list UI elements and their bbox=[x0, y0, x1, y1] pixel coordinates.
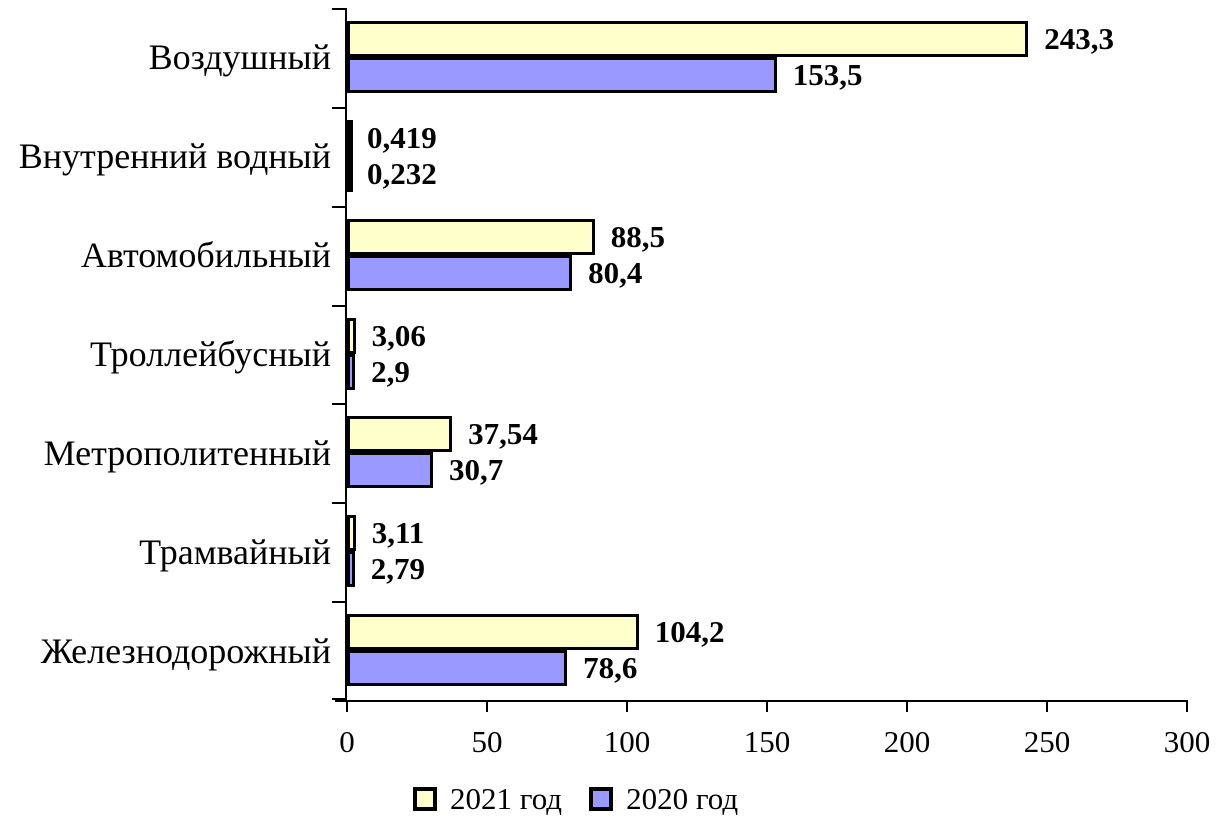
x-tick bbox=[346, 700, 348, 712]
x-axis-line bbox=[335, 700, 347, 702]
legend: 2021 год 2020 год bbox=[413, 781, 738, 817]
category-label: Внутренний водный bbox=[18, 136, 331, 177]
bar-2021 bbox=[347, 119, 353, 156]
value-label: 2,9 bbox=[371, 353, 410, 389]
x-tick-label: 200 bbox=[883, 724, 931, 759]
y-tick bbox=[332, 8, 345, 10]
x-tick-label: 300 bbox=[1163, 724, 1211, 759]
plot-area: 243,3 153,5 0,419 0,232 88,5 80,4 3,06 2,9 37,54… bbox=[332, 8, 1188, 712]
category-label: Воздушный bbox=[148, 37, 331, 78]
x-tick-label: 100 bbox=[603, 724, 651, 759]
x-tick-label: 150 bbox=[743, 724, 791, 759]
x-tick-label: 0 bbox=[339, 724, 355, 759]
y-tick bbox=[332, 502, 345, 504]
y-tick bbox=[332, 305, 345, 307]
value-label: 153,5 bbox=[792, 57, 863, 92]
value-label: 3,11 bbox=[371, 515, 425, 551]
y-tick bbox=[332, 107, 345, 109]
y-tick bbox=[332, 403, 345, 405]
value-label: 243,3 bbox=[1044, 21, 1114, 56]
bar-2021 bbox=[347, 515, 356, 552]
bar-2020 bbox=[347, 254, 573, 291]
bar-2020 bbox=[347, 353, 356, 390]
bar-2020 bbox=[347, 551, 355, 588]
bar-2020 bbox=[347, 650, 568, 687]
legend-swatch-2021 bbox=[413, 787, 437, 811]
legend-swatch-2020 bbox=[589, 787, 614, 811]
x-tick bbox=[906, 700, 908, 712]
category-label: Автомобильный bbox=[80, 235, 331, 276]
value-label: 104,2 bbox=[654, 614, 725, 650]
x-tick bbox=[766, 700, 768, 712]
y-tick bbox=[332, 206, 345, 208]
x-tick bbox=[626, 700, 628, 712]
bar-2020 bbox=[347, 155, 353, 192]
category-label: Трамвайный bbox=[139, 531, 331, 572]
value-label: 3,06 bbox=[371, 317, 426, 353]
category-label: Метрополитенный bbox=[43, 432, 331, 473]
category-label: Троллейбусный bbox=[90, 333, 331, 374]
x-tick bbox=[1186, 700, 1188, 712]
bar-2020 bbox=[347, 452, 433, 489]
bar-2021 bbox=[347, 218, 595, 255]
category-label: Железнодорожный bbox=[40, 630, 331, 671]
legend-item: 2020 год bbox=[589, 781, 738, 817]
legend-item: 2021 год bbox=[413, 781, 562, 817]
x-tick bbox=[486, 700, 488, 712]
bar-2021 bbox=[347, 317, 356, 354]
value-label: 30,7 bbox=[448, 452, 504, 488]
value-label: 0,232 bbox=[367, 155, 437, 191]
bar-2020 bbox=[347, 57, 777, 93]
y-tick bbox=[332, 698, 345, 700]
value-label: 78,6 bbox=[583, 650, 638, 686]
bar-2021 bbox=[347, 416, 453, 453]
y-tick bbox=[332, 601, 345, 603]
bar-2021 bbox=[347, 614, 639, 651]
x-tick bbox=[1046, 700, 1048, 712]
value-label: 0,419 bbox=[367, 119, 437, 155]
value-label: 80,4 bbox=[588, 254, 643, 290]
x-tick-label: 250 bbox=[1023, 724, 1071, 759]
value-label: 37,54 bbox=[468, 416, 538, 452]
bar-2021 bbox=[347, 21, 1029, 57]
value-label: 2,79 bbox=[370, 551, 426, 587]
x-tick-label: 50 bbox=[471, 724, 503, 759]
legend-label: 2021 год bbox=[450, 781, 563, 816]
value-label: 88,5 bbox=[610, 218, 666, 254]
legend-label: 2020 год bbox=[626, 781, 739, 816]
